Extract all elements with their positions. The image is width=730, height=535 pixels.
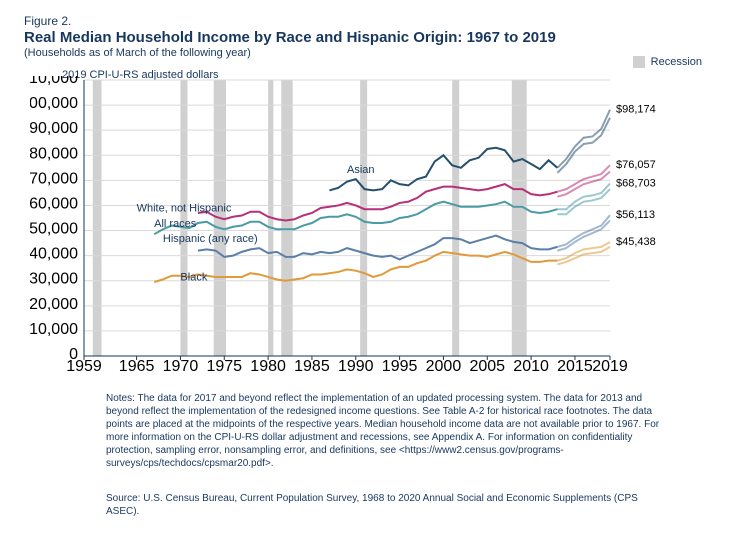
svg-text:2000: 2000	[426, 358, 462, 375]
legend-label: Recession	[651, 56, 702, 68]
svg-text:2005: 2005	[469, 358, 505, 375]
svg-text:1959: 1959	[66, 358, 102, 375]
svg-text:30,000: 30,000	[30, 271, 78, 288]
recession-swatch	[633, 56, 645, 68]
svg-text:$56,113: $56,113	[616, 209, 655, 221]
svg-text:1970: 1970	[163, 358, 199, 375]
svg-text:1980: 1980	[250, 358, 286, 375]
svg-text:1975: 1975	[206, 358, 242, 375]
svg-text:1995: 1995	[382, 358, 418, 375]
svg-text:Hispanic (any race): Hispanic (any race)	[163, 233, 258, 245]
svg-text:1985: 1985	[294, 358, 330, 375]
svg-text:$76,057: $76,057	[616, 159, 656, 171]
svg-text:110,000: 110,000	[30, 76, 78, 87]
svg-text:70,000: 70,000	[30, 170, 78, 187]
svg-text:$45,438: $45,438	[616, 236, 656, 248]
svg-text:$98,174: $98,174	[616, 104, 656, 116]
svg-text:2015: 2015	[557, 358, 593, 375]
chart-subtitle: (Households as of March of the following…	[24, 47, 706, 59]
chart-title: Real Median Household Income by Race and…	[24, 29, 706, 46]
chart-notes: Notes: The data for 2017 and beyond refl…	[106, 392, 666, 470]
legend: Recession	[633, 56, 702, 68]
svg-text:20,000: 20,000	[30, 296, 78, 313]
svg-text:1965: 1965	[119, 358, 155, 375]
svg-text:White, not Hispanic: White, not Hispanic	[137, 203, 232, 215]
svg-text:100,000: 100,000	[30, 95, 78, 112]
svg-text:Black: Black	[180, 272, 207, 284]
svg-text:1990: 1990	[338, 358, 374, 375]
svg-text:10,000: 10,000	[30, 321, 78, 338]
svg-text:$68,703: $68,703	[616, 178, 656, 190]
svg-text:60,000: 60,000	[30, 195, 78, 212]
chart-source: Source: U.S. Census Bureau, Current Popu…	[106, 492, 666, 518]
svg-text:80,000: 80,000	[30, 145, 78, 162]
svg-text:2010: 2010	[513, 358, 549, 375]
svg-text:All races: All races	[154, 218, 197, 230]
figure-number: Figure 2.	[24, 14, 706, 28]
svg-text:90,000: 90,000	[30, 120, 78, 137]
svg-text:2019: 2019	[592, 358, 628, 375]
svg-text:50,000: 50,000	[30, 221, 78, 238]
svg-text:Asian: Asian	[347, 164, 375, 176]
line-chart: 010,00020,00030,00040,00050,00060,00070,…	[30, 76, 670, 376]
svg-text:40,000: 40,000	[30, 246, 78, 263]
